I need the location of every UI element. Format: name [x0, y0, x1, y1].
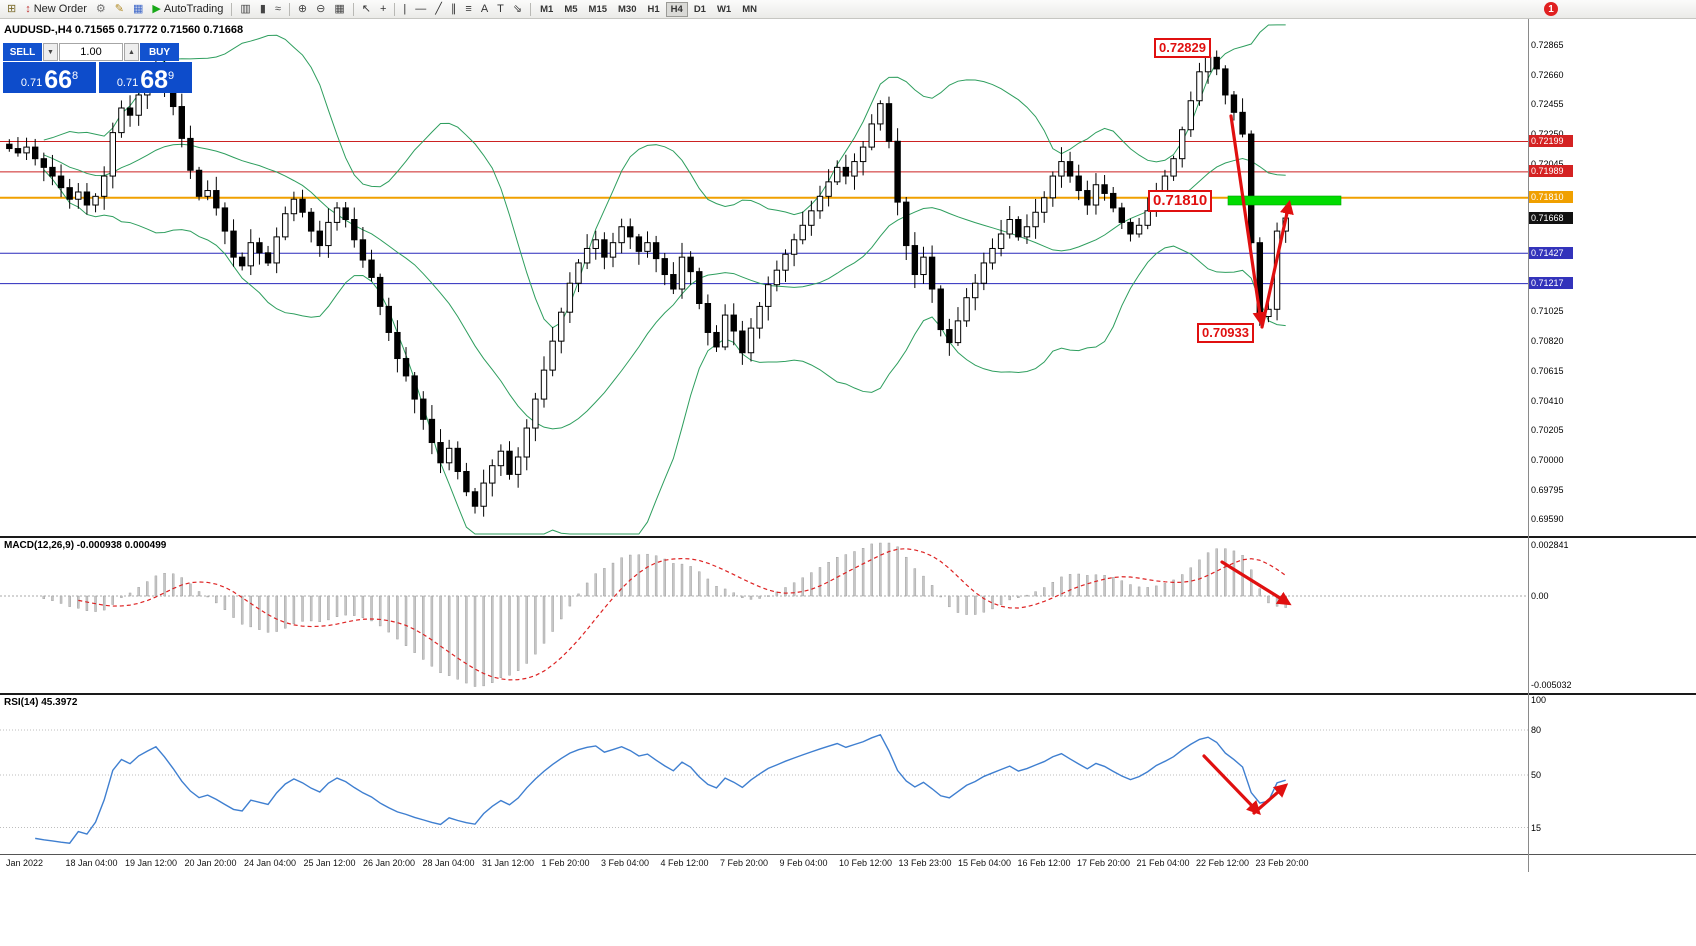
new-chart-icon: ⊞	[7, 2, 17, 15]
toolbar-separator	[231, 2, 233, 16]
new-chart-button[interactable]: ⊞	[3, 0, 20, 18]
zoom-in-icon: ⊕	[297, 2, 308, 15]
tile-windows-button[interactable]: ▦	[330, 0, 348, 18]
candlestick-mode-icon: ▮	[259, 2, 266, 15]
line-chart-mode-icon: ≈	[274, 2, 281, 15]
sell-price-button[interactable]: 0.71 66 8	[3, 62, 96, 93]
buy-button[interactable]: BUY	[140, 43, 179, 61]
timeframe-d1-button[interactable]: D1	[693, 3, 706, 15]
sell-button[interactable]: SELL	[3, 43, 42, 61]
tile-windows-icon: ▦	[334, 2, 345, 15]
timeframe-m30-button[interactable]: M30	[618, 3, 637, 15]
volume-decrease-button[interactable]: ▼	[43, 43, 58, 61]
cursor-button[interactable]: ↖	[358, 0, 375, 18]
autotrading-icon: ▶	[152, 2, 161, 15]
macd-indicator-label: MACD(12,26,9) -0.000938 0.000499	[4, 540, 167, 551]
chart-layouts-icon: ▦	[133, 2, 144, 15]
bar-chart-mode-button[interactable]: ▥	[236, 0, 254, 18]
vertical-line-button[interactable]: |	[399, 0, 410, 18]
crosshair-icon: +	[379, 2, 387, 15]
autotrading-label: AutoTrading	[163, 3, 224, 15]
toolbar: ⊞ ↕ New Order ⚙ ✎ ▦ ▶ AutoTrading ▥ ▮ ≈ ⊕ ⊖ ▦ ↖ + | — ╱ ∥ ≡ A…	[0, 0, 1696, 19]
arrow-tools-button[interactable]: ⇘	[509, 0, 526, 18]
vertical-line-icon: |	[403, 2, 407, 15]
horizontal-line-button[interactable]: —	[411, 0, 430, 18]
toolbar-separator	[394, 2, 396, 16]
chart-symbol-ohlc: AUDUSD-,H4 0.71565 0.71772 0.71560 0.716…	[4, 24, 244, 36]
zoom-in-button[interactable]: ⊕	[294, 0, 311, 18]
time-axis-separator	[0, 854, 1696, 855]
cursor-icon: ↖	[361, 2, 371, 15]
arrow-tools-icon: ⇘	[512, 2, 523, 15]
toolbar-separator	[530, 2, 532, 16]
sell-price-prefix: 0.71	[20, 77, 43, 89]
trendline-button[interactable]: ╱	[431, 0, 446, 18]
expert-advisors-icon: ⚙	[95, 2, 106, 15]
line-chart-mode-button[interactable]: ≈	[271, 0, 285, 18]
chart-layouts-button[interactable]: ▦	[129, 0, 147, 18]
metaeditor-button[interactable]: ✎	[111, 0, 128, 18]
bar-chart-mode-icon: ▥	[240, 2, 251, 15]
fibonacci-retracement-button[interactable]: ≡	[461, 0, 475, 18]
price-axis-line	[1528, 19, 1529, 872]
autotrading-button[interactable]: ▶ AutoTrading	[148, 0, 227, 18]
notification-icon[interactable]: 1	[1544, 2, 1558, 16]
new-order-button[interactable]: ↕ New Order	[21, 0, 91, 18]
candlesticks	[6, 50, 1289, 517]
zoom-out-button[interactable]: ⊖	[312, 0, 329, 18]
expert-advisors-button[interactable]: ⚙	[92, 0, 110, 18]
buy-price-pip: 9	[168, 70, 175, 82]
toolbar-separator	[288, 2, 290, 16]
timeframe-w1-button[interactable]: W1	[716, 3, 732, 15]
metaeditor-icon: ✎	[114, 2, 124, 15]
timeframe-m1-button[interactable]: M1	[540, 3, 554, 15]
equidistant-channel-button[interactable]: ∥	[447, 0, 461, 18]
panel-separator[interactable]	[0, 536, 1696, 538]
timeframe-mn-button[interactable]: MN	[742, 3, 757, 15]
horizontal-line-icon: —	[415, 2, 427, 15]
fibonacci-retracement-icon: ≡	[465, 2, 472, 15]
buy-price-button[interactable]: 0.71 68 9	[99, 62, 192, 93]
crosshair-button[interactable]: +	[376, 0, 390, 18]
new-order-label: New Order	[33, 3, 87, 15]
text-icon: A	[480, 2, 489, 15]
volume-increase-button[interactable]: ▲	[124, 43, 139, 61]
toolbar-separator	[352, 2, 354, 16]
timeframe-m15-button[interactable]: M15	[588, 3, 608, 15]
text-button[interactable]: A	[477, 0, 492, 18]
buy-price-prefix: 0.71	[116, 77, 139, 89]
text-label-button[interactable]: T	[493, 0, 508, 18]
candlestick-mode-button[interactable]: ▮	[256, 0, 270, 18]
sell-price-pip: 8	[72, 70, 79, 82]
sell-price-main: 66	[44, 65, 73, 94]
buy-price-main: 68	[140, 65, 169, 94]
one-click-trade-panel: SELL ▼ ▲ BUY 0.71 66 8 0.71 68 9	[3, 43, 195, 93]
text-label-icon: T	[497, 2, 504, 15]
volume-input[interactable]	[59, 43, 123, 61]
trendline-icon: ╱	[435, 2, 442, 15]
rsi-indicator-label: RSI(14) 45.3972	[4, 697, 78, 708]
timeframe-m5-button[interactable]: M5	[564, 3, 578, 15]
zoom-out-icon: ⊖	[316, 2, 326, 15]
equidistant-channel-icon: ∥	[450, 2, 457, 15]
new-order-icon: ↕	[25, 2, 31, 15]
timeframe-h4-button[interactable]: H4	[665, 1, 688, 17]
timeframe-h1-button[interactable]: H1	[647, 3, 660, 15]
panel-separator[interactable]	[0, 693, 1696, 695]
